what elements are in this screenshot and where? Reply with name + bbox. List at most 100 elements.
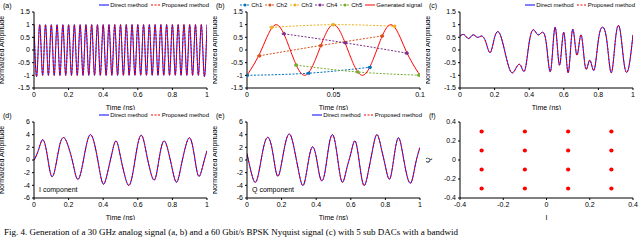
svg-text:-2: -2 [237,169,243,176]
svg-text:0: 0 [452,156,456,163]
html-text:Direct method: Direct method [536,2,574,8]
svg-text:0: 0 [239,46,243,53]
svg-text:0.4: 0.4 [628,201,632,208]
html-text:I component: I component [39,186,78,193]
svg-text:-0.5: -0.5 [18,59,30,66]
svg-text:-1: -1 [450,72,456,79]
html-text:(b): (b) [216,2,225,9]
svg-text:1: 1 [418,201,422,208]
svg-text:0.6: 0.6 [559,91,569,98]
svg-text:0.05: 0.05 [327,91,341,98]
svg-text:0.6: 0.6 [346,201,356,208]
svg-text:1: 1 [239,21,243,28]
html-text:Ch4: Ch4 [326,2,338,8]
svg-text:-1: -1 [237,72,243,79]
svg-text:0.2: 0.2 [277,201,287,208]
svg-text:0.4: 0.4 [311,201,321,208]
svg-text:-0.2: -0.2 [444,175,456,182]
svg-text:0: 0 [239,156,243,163]
svg-text:-1.5: -1.5 [18,84,30,91]
svg-text:-6: -6 [237,194,243,201]
svg-text:-2: -2 [24,169,30,176]
svg-text:0.6: 0.6 [133,91,143,98]
svg-text:0: 0 [245,91,249,98]
svg-text:0: 0 [32,201,36,208]
svg-text:4: 4 [239,131,243,138]
svg-text:1.5: 1.5 [20,8,30,15]
svg-text:Normalized Amplitude: Normalized Amplitude [426,16,432,84]
svg-text:-1: -1 [24,72,30,79]
html-text:(d): (d) [3,112,12,119]
svg-text:1: 1 [205,201,209,208]
svg-text:-0.4: -0.4 [454,201,466,208]
svg-text:2: 2 [239,144,243,151]
html-text:Ch1: Ch1 [251,2,263,8]
svg-text:1: 1 [26,21,30,28]
svg-text:-0.5: -0.5 [231,59,243,66]
svg-text:-4: -4 [24,182,30,189]
html-text:Generated signal: Generated signal [376,2,422,8]
html-text:Proposed method: Proposed method [161,2,209,8]
svg-text:0.4: 0.4 [446,118,456,125]
svg-text:0.1: 0.1 [415,91,425,98]
svg-text:Time (ns): Time (ns) [106,214,135,220]
svg-text:0.2: 0.2 [585,201,595,208]
html-text:Q component: Q component [252,186,294,193]
html-text:Ch2: Ch2 [276,2,288,8]
svg-text:0.5: 0.5 [446,34,456,41]
html-text:(c): (c) [429,2,438,9]
html-text:(e): (e) [216,112,225,119]
svg-text:0.8: 0.8 [381,201,391,208]
svg-text:-1.5: -1.5 [231,84,243,91]
svg-text:0: 0 [458,91,462,98]
svg-text:0.4: 0.4 [98,91,108,98]
svg-text:Q: Q [426,157,432,163]
svg-text:1: 1 [205,91,209,98]
svg-text:0: 0 [26,46,30,53]
svg-text:0: 0 [545,201,549,208]
svg-text:Time (ns): Time (ns) [106,104,135,110]
svg-text:Time (ns): Time (ns) [319,104,348,110]
svg-text:Time (ns): Time (ns) [532,104,561,110]
svg-text:0.2: 0.2 [64,91,74,98]
html-text:Fig. 4. Generation of a 30 GHz: Fig. 4. Generation of a 30 GHz analog si… [4,227,458,237]
html-text:Ch3: Ch3 [301,2,313,8]
svg-text:0.4: 0.4 [98,201,108,208]
svg-text:-1.5: -1.5 [444,84,456,91]
html-text:Direct method: Direct method [110,2,148,8]
svg-text:4: 4 [26,131,30,138]
html-text:(f): (f) [429,112,436,119]
svg-text:0: 0 [32,91,36,98]
svg-text:1.5: 1.5 [233,8,243,15]
svg-text:0.2: 0.2 [446,137,456,144]
svg-text:0.8: 0.8 [168,91,178,98]
svg-text:0.5: 0.5 [20,34,30,41]
svg-text:0.8: 0.8 [168,201,178,208]
svg-text:0.2: 0.2 [64,201,74,208]
html-text:Ch5: Ch5 [351,2,363,8]
svg-text:Time (ns): Time (ns) [319,214,348,220]
svg-text:0.5: 0.5 [233,34,243,41]
svg-text:-6: -6 [24,194,30,201]
svg-text:6: 6 [239,118,243,125]
svg-text:0.4: 0.4 [524,91,534,98]
svg-text:-0.4: -0.4 [444,194,456,201]
svg-text:1: 1 [452,21,456,28]
svg-text:0.6: 0.6 [133,201,143,208]
svg-text:Normalized Amplitude: Normalized Amplitude [213,126,219,194]
svg-text:2: 2 [26,144,30,151]
svg-text:Normalized Amplitude: Normalized Amplitude [213,16,219,84]
svg-text:0: 0 [452,46,456,53]
svg-text:0.8: 0.8 [594,91,604,98]
svg-text:-4: -4 [237,182,243,189]
svg-text:6: 6 [26,118,30,125]
svg-text:1: 1 [631,91,632,98]
svg-text:0.2: 0.2 [490,91,500,98]
svg-text:-0.5: -0.5 [444,59,456,66]
svg-text:0: 0 [26,156,30,163]
svg-text:1.5: 1.5 [446,8,456,15]
svg-text:-0.2: -0.2 [497,201,509,208]
svg-text:0: 0 [245,201,249,208]
svg-text:I: I [546,214,548,220]
html-text:(a): (a) [3,2,12,9]
